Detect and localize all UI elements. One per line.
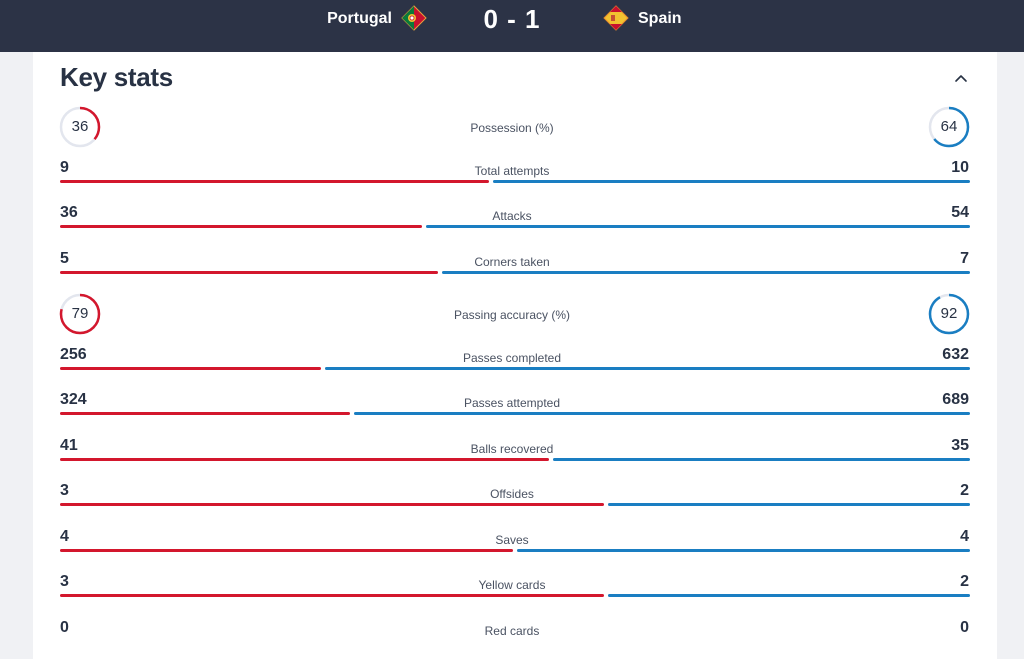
match-score: 0 - 1: [483, 4, 541, 34]
away-bar: [325, 367, 970, 370]
home-passing-accuracy-ring-arc: [59, 293, 101, 335]
away-possession-ring-value: 64: [940, 118, 958, 135]
away-value: 632: [942, 346, 969, 363]
stat-label: Possession (%): [470, 121, 554, 135]
home-passing-accuracy-ring-gauge: [59, 293, 101, 335]
away-value: 689: [942, 391, 969, 408]
home-bar: [60, 225, 423, 228]
home-value: 9: [60, 159, 69, 176]
home-bar: [60, 271, 438, 274]
stat-label: Corners taken: [474, 255, 550, 269]
away-value: 2: [960, 573, 969, 590]
stat-label: Offsides: [490, 487, 534, 501]
home-value: 5: [60, 250, 69, 267]
home-value: 256: [60, 346, 87, 363]
away-bar: [353, 412, 970, 415]
home-possession-ring-value: 36: [71, 118, 89, 135]
match-header: Portugal 0 - 1 Spain: [0, 0, 1024, 52]
home-bar: [60, 367, 322, 370]
away-bar: [552, 458, 970, 461]
away-team-name[interactable]: Spain: [638, 10, 682, 27]
away-value: 0: [960, 619, 969, 636]
away-value: 4: [960, 528, 969, 545]
stat-label: Total attempts: [474, 164, 550, 178]
away-bar: [493, 180, 970, 183]
away-bar: [426, 225, 970, 228]
home-value: 324: [60, 391, 87, 408]
away-value: 7: [960, 250, 969, 267]
home-value: 3: [60, 573, 69, 590]
stat-label: Red cards: [484, 624, 540, 638]
away-bar: [517, 549, 970, 552]
stat-label: Yellow cards: [478, 578, 546, 592]
stat-label: Passing accuracy (%): [453, 308, 571, 322]
home-value: 36: [60, 204, 78, 221]
portugal-flag-icon: [401, 5, 427, 31]
home-value: 4: [60, 528, 69, 545]
key-stats-panel: [33, 52, 997, 659]
stat-label: Passes attempted: [463, 396, 561, 410]
away-passing-accuracy-ring-gauge: [928, 293, 970, 335]
home-team-name[interactable]: Portugal: [327, 10, 392, 27]
home-possession-ring: 36: [59, 106, 101, 148]
home-value: 41: [60, 437, 78, 454]
stat-label: Attacks: [492, 209, 532, 223]
home-bar: [60, 549, 513, 552]
home-bar: [60, 503, 604, 506]
away-bar: [441, 271, 970, 274]
home-passing-accuracy-ring: 79: [59, 293, 101, 335]
home-bar: [60, 594, 604, 597]
away-possession-ring: 64: [928, 106, 970, 148]
away-value: 10: [951, 159, 969, 176]
stat-label: Saves: [495, 533, 529, 547]
home-bar: [60, 180, 490, 183]
away-passing-accuracy-ring: 92: [928, 293, 970, 335]
home-bar: [60, 458, 549, 461]
home-value: 3: [60, 482, 69, 499]
away-bar: [607, 503, 970, 506]
away-bar: [607, 594, 970, 597]
away-possession-ring-arc: [928, 106, 970, 148]
stat-label: Passes completed: [462, 351, 562, 365]
away-possession-ring-gauge: [928, 106, 970, 148]
away-passing-accuracy-ring-value: 92: [940, 305, 958, 322]
stat-label: Balls recovered: [470, 442, 554, 456]
away-value: 2: [960, 482, 969, 499]
chevron-up-icon[interactable]: [952, 70, 970, 88]
spain-flag-icon: [603, 5, 629, 31]
panel-title: Key stats: [60, 62, 173, 92]
home-bar: [60, 412, 350, 415]
away-passing-accuracy-ring-arc: [928, 293, 970, 335]
home-possession-ring-gauge: [59, 106, 101, 148]
home-passing-accuracy-ring-value: 79: [71, 305, 89, 322]
home-possession-ring-arc: [59, 106, 101, 148]
away-value: 54: [951, 204, 969, 221]
away-value: 35: [951, 437, 969, 454]
home-value: 0: [60, 619, 69, 636]
